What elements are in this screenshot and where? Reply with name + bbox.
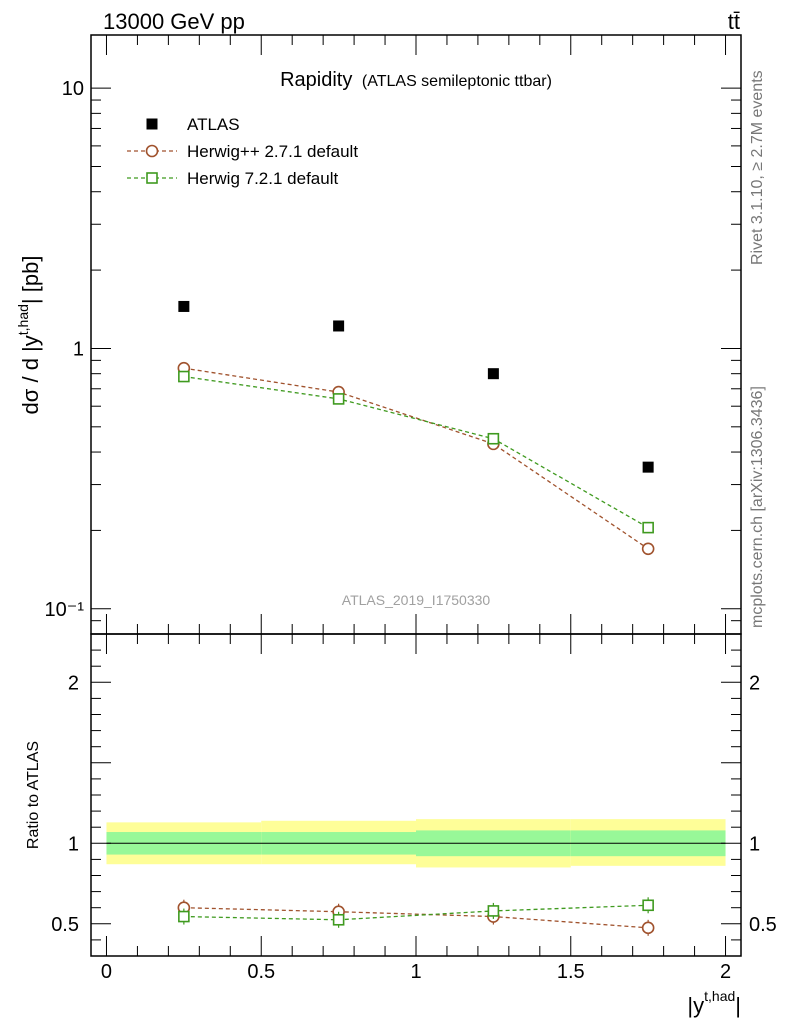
x-axis-label-text: |yt,had| [687,988,741,1018]
main-ytick-label: 10⁻¹ [45,599,85,621]
data-point-s0-2 [487,368,499,380]
legend-label: Herwig 7.2.1 default [187,169,338,188]
ylabel-part: | [pb] [18,256,43,305]
ratio-ytick-label-left: 0.5 [51,914,79,936]
main-ytick-label: 10 [62,78,84,100]
legend: ATLAS Herwig++ 2.7.1 default Herwig 7.2.1 … [127,115,358,188]
ratio-ytick-label-right: 1 [749,833,760,855]
main-title-main: Rapidity [280,69,352,91]
ratio-point-s1-2 [487,905,500,917]
main-y-axis-label: dσ / d |yt,had| [pb] [15,256,43,415]
ratio-y-axis-label: Ratio to ATLAS [25,741,42,849]
ratio-xtick-labels: 0 0.5 1 1.5 2 [101,961,731,983]
legend-marker [146,172,158,184]
main-series [177,300,655,556]
legend-label: Herwig++ 2.7.1 default [187,142,358,161]
main-ytick-label: 1 [73,338,84,360]
ratio-xtick-label: 2 [720,961,731,983]
ratio-ytick-label-left: 2 [68,672,79,694]
data-point-s0-0 [178,300,190,312]
main-title-sub: (ATLAS semileptonic ttbar) [362,73,552,90]
data-point-s2-3 [642,521,654,534]
ratio-ytick-label-left: 1 [68,833,79,855]
data-point-s1-3 [641,542,655,556]
x-axis-label: |yt,had| [687,988,741,1018]
data-point-s0-1 [333,320,345,332]
main-title: Rapidity (ATLAS semileptonic ttbar) [280,69,552,91]
main-ytick-labels: 10⁻¹ 1 10 [45,78,85,621]
ylabel-part: dσ / d |y [18,335,43,414]
data-point-s2-2 [487,432,500,445]
ratio-point-s0-3 [641,921,655,935]
ratio-xtick-label: 0 [101,961,112,983]
rivet-label: Rivet 3.1.10, ≥ 2.7M events [749,70,766,265]
ratio-ytick-label-right: 0.5 [749,914,777,936]
series-line-2 [183,375,649,529]
ratio-line-1 [183,904,649,921]
ratio-point-s1-1 [332,913,345,926]
ratio-ticks [91,633,741,957]
data-point-s2-1 [332,393,345,405]
xlabel-part: |y [687,993,704,1018]
ratio-ytick-labels: 0.5 0.5 1 1 2 2 [51,672,777,936]
ratio-series [177,897,655,936]
data-point-s2-0 [178,370,190,383]
ratio-xtick-label: 1 [410,961,421,983]
header-right: tt̄ [728,9,740,34]
legend-marker [146,118,158,130]
series-line-1 [183,367,649,550]
main-panel: 10⁻¹ 1 10 Rapidity (ATLAS semileptonic ttb… [15,34,742,635]
ratio-panel: 0.5 0.5 1 1 2 2 0 0.5 1 1.5 2 Ratio to ATLAS |yt,… [25,633,777,1018]
header-left: 13000 GeV pp [103,9,245,34]
main-y-axis-label-text: dσ / d |yt,had| [pb] [15,256,43,415]
xlabel-part: | [735,993,741,1018]
ratio-line-0 [183,907,649,929]
legend-label: ATLAS [187,115,240,134]
legend-marker [145,144,159,158]
ratio-point-s1-0 [178,910,190,923]
ratio-xtick-label: 1.5 [557,961,585,983]
main-watermark: ATLAS_2019_I1750330 [342,592,491,608]
xlabel-sup: t,had [704,988,735,1004]
mcplots-label: mcplots.cern.ch [arXiv:1306.3436] [749,386,766,628]
data-point-s0-3 [642,461,654,473]
ylabel-sup: t,had [15,304,31,335]
ratio-point-s1-3 [642,899,654,912]
main-ticks [91,35,741,635]
ratio-xtick-label: 0.5 [247,961,275,983]
ratio-ytick-label-right: 2 [749,672,760,694]
